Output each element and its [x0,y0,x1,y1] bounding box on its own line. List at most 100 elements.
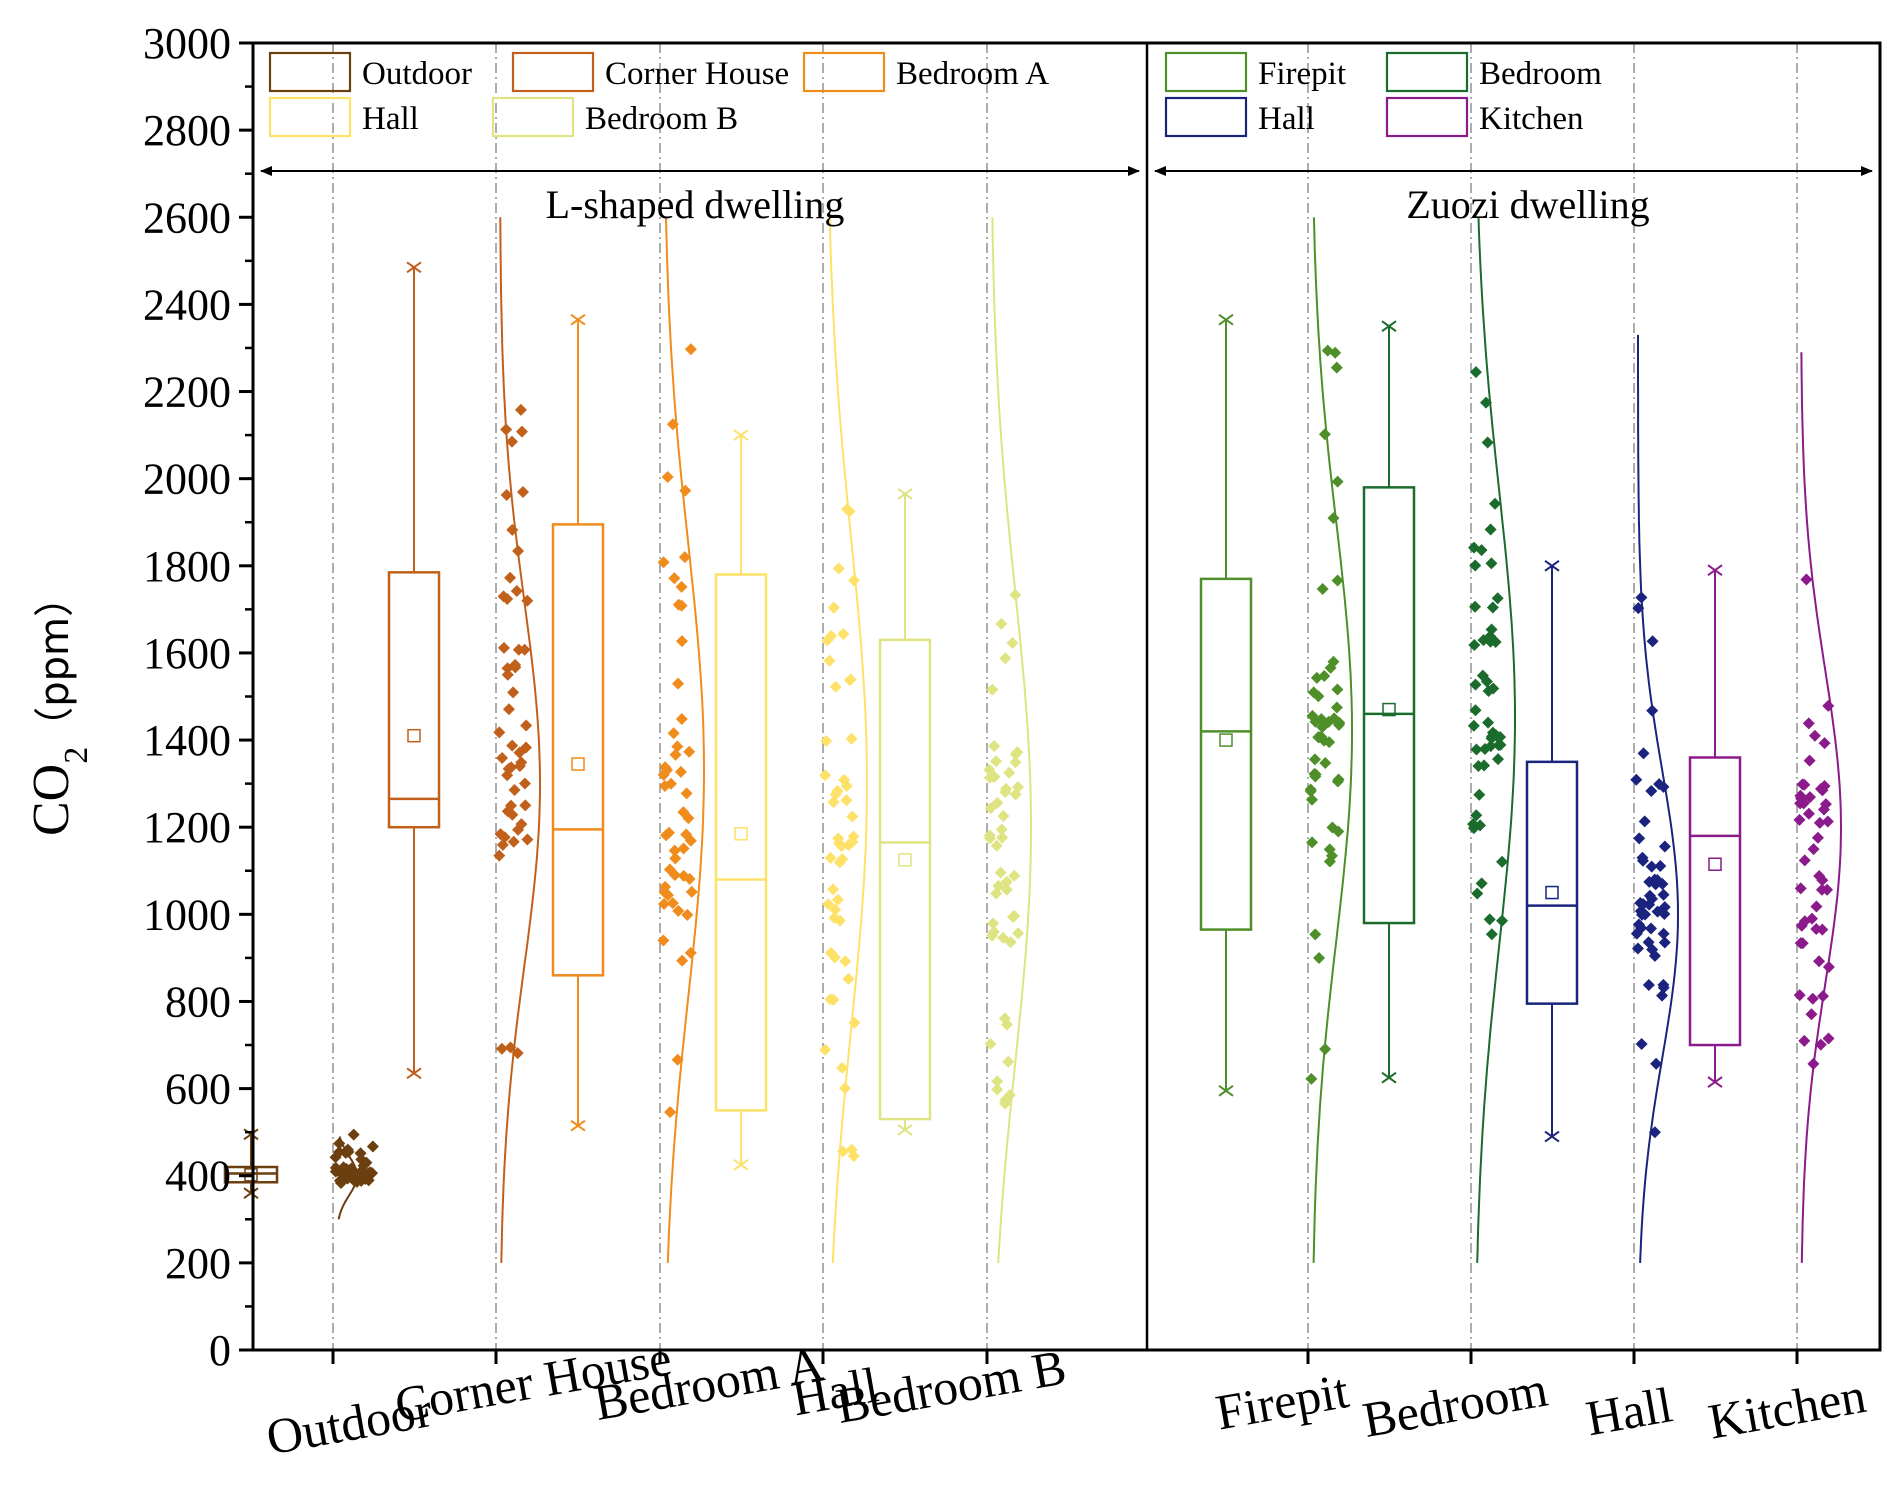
data-point [1645,785,1658,798]
data-point [1485,732,1498,745]
data-point [493,849,506,862]
data-point [995,823,1008,836]
box [387,571,441,829]
data-point [1306,709,1319,722]
data-point [825,629,838,642]
data-point [493,726,506,739]
data-point [1637,747,1650,760]
legend-swatch [491,96,575,138]
data-point [506,739,519,752]
data-point [1636,851,1649,864]
data-point [997,931,1010,944]
y-tick-label: 1200 [143,803,231,852]
data-point [1650,1057,1663,1070]
whisker-end-marker [733,429,749,441]
y-tick-label: 2000 [143,455,231,504]
grid-layer [332,43,1798,1350]
y-tick-label: 1400 [143,716,231,765]
data-point [668,844,681,857]
data-point [1793,989,1806,1002]
legend-label: Kitchen [1479,101,1583,137]
data-point [506,523,519,536]
mean-marker [571,757,585,771]
data-point [1009,748,1022,761]
legend-swatch [1164,96,1248,138]
data-point [1810,923,1823,936]
data-point [507,835,520,848]
data-point [1635,591,1648,604]
data-point [1794,882,1807,895]
data-point [1803,754,1816,767]
data-point [1332,825,1345,838]
data-point [360,1156,373,1169]
data-point [1821,815,1834,828]
data-point [680,787,693,800]
data-point [520,719,533,732]
data-point [819,1043,832,1056]
data-point [1494,730,1507,743]
data-point [658,779,671,792]
whisker-end-marker [897,488,913,500]
data-point [838,773,851,786]
y-axis-label: CO2（ppm） [23,577,95,836]
data-point [986,929,999,942]
data-point [1009,788,1022,801]
data-point [1000,883,1013,896]
data-point [846,836,859,849]
data-point [1822,699,1835,712]
data-point [502,762,515,775]
data-point [518,643,531,656]
data-point [833,856,846,869]
data-point [1645,892,1658,905]
data-point [668,868,681,881]
data-point [515,756,528,769]
data-point [333,1137,346,1150]
data-point [1488,497,1501,510]
series-group [1525,334,1680,1263]
mean-marker [407,728,421,743]
data-point [679,484,692,497]
data-point [1471,887,1484,900]
y-tick-label: 3000 [143,19,231,68]
data-point [1658,901,1671,914]
data-point [1315,730,1328,743]
data-point [1646,635,1659,648]
data-point [1323,843,1336,856]
data-point [827,601,840,614]
data-point [1822,961,1835,974]
data-point [1658,936,1671,949]
data-point [1483,913,1496,926]
data-point [838,1082,851,1095]
data-point [824,851,837,864]
data-point [1310,671,1323,684]
data-point [823,654,836,667]
data-point [1496,855,1509,868]
y-tick-label: 1600 [143,629,231,678]
data-point [672,677,685,690]
data-point [516,486,529,499]
data-point [502,703,515,716]
data-point [1330,361,1343,374]
data-point [1802,807,1815,820]
data-point [995,617,1008,630]
data-point [1800,573,1813,586]
y-tick-label: 2600 [143,193,231,242]
distribution-curve [499,217,541,1263]
y-tick-label: 2800 [143,106,231,155]
data-point [840,794,853,807]
data-point [521,594,534,607]
data-point [1322,715,1335,728]
data-point [1794,797,1807,810]
whisker-end-marker [570,313,586,326]
data-point [1646,704,1659,717]
data-point [1633,832,1646,845]
mean-marker [1219,733,1233,747]
data-point [1645,860,1658,873]
distribution-curve [1312,217,1353,1263]
data-point [658,897,671,910]
data-point [515,425,528,438]
legend-label: Hall [362,101,419,137]
data-point [672,904,685,917]
distribution-curve [665,217,705,1263]
data-point [1469,559,1482,572]
